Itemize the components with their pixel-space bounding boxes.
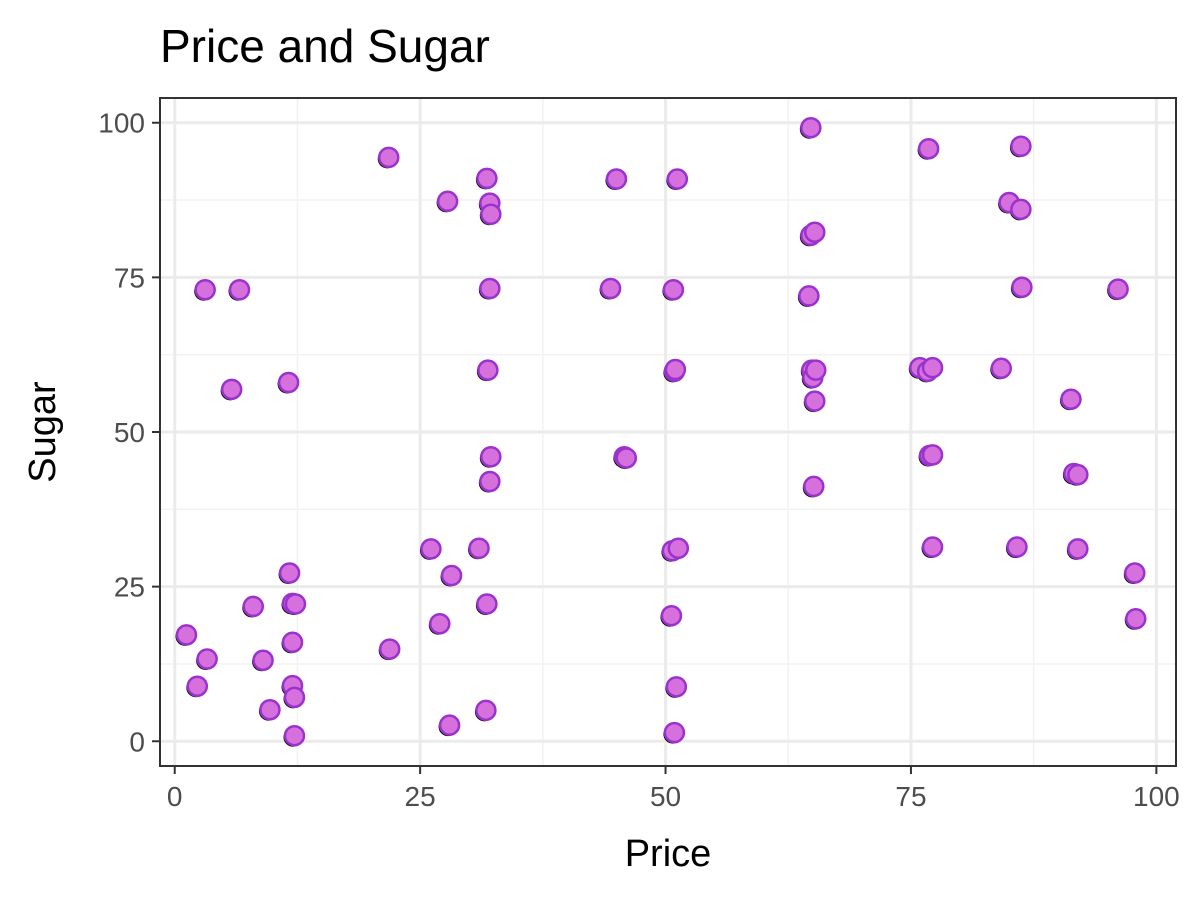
data-point bbox=[278, 562, 301, 584]
data-point bbox=[665, 676, 688, 698]
y-tick-label: 0 bbox=[129, 726, 145, 757]
data-point bbox=[804, 390, 826, 412]
data-point bbox=[436, 190, 459, 213]
data-point bbox=[990, 357, 1013, 380]
data-point bbox=[917, 137, 940, 160]
data-point bbox=[196, 648, 218, 670]
data-point bbox=[921, 536, 944, 558]
data-point bbox=[667, 537, 690, 560]
data-point bbox=[377, 146, 400, 169]
data-point bbox=[477, 359, 499, 381]
data-point bbox=[664, 358, 687, 381]
data-point bbox=[660, 604, 683, 627]
x-tick-label: 75 bbox=[895, 781, 926, 812]
data-point bbox=[476, 167, 498, 190]
data-point bbox=[1067, 538, 1089, 560]
data-point bbox=[194, 278, 216, 301]
x-axis-tick-labels: 0 25 50 75 100 bbox=[167, 781, 1180, 812]
data-point bbox=[804, 221, 826, 243]
data-point bbox=[468, 537, 490, 560]
data-point bbox=[1067, 463, 1089, 486]
y-axis-title: Sugar bbox=[22, 381, 64, 483]
data-point bbox=[242, 595, 265, 618]
data-point bbox=[475, 699, 497, 722]
data-point bbox=[1006, 536, 1028, 558]
data-point bbox=[662, 278, 685, 301]
data-point bbox=[479, 277, 501, 300]
axis-ticks bbox=[152, 121, 1158, 774]
data-point bbox=[599, 277, 622, 300]
data-point bbox=[479, 470, 501, 493]
data-point bbox=[1125, 608, 1147, 630]
data-point bbox=[440, 564, 463, 587]
data-point bbox=[277, 371, 300, 394]
x-tick-label: 100 bbox=[1133, 781, 1180, 812]
data-point bbox=[186, 675, 209, 697]
data-point bbox=[283, 724, 306, 747]
data-point bbox=[228, 278, 251, 301]
x-tick-label: 25 bbox=[405, 781, 436, 812]
data-point bbox=[281, 631, 304, 654]
data-point bbox=[803, 475, 825, 498]
data-point bbox=[284, 593, 307, 615]
data-point bbox=[1124, 562, 1146, 584]
data-point bbox=[378, 638, 401, 660]
data-point bbox=[429, 612, 451, 635]
data-point bbox=[921, 444, 944, 466]
data-point bbox=[1010, 198, 1032, 221]
y-tick-label: 75 bbox=[114, 262, 145, 293]
x-axis-title: Price bbox=[625, 833, 712, 875]
data-point bbox=[420, 538, 442, 560]
data-point bbox=[921, 356, 944, 379]
data-point bbox=[1010, 135, 1032, 157]
data-point bbox=[438, 714, 461, 736]
data-point bbox=[1011, 276, 1033, 299]
data-point bbox=[283, 686, 306, 709]
data-point bbox=[1060, 388, 1082, 410]
y-tick-label: 25 bbox=[114, 572, 145, 603]
data-point bbox=[804, 359, 827, 381]
y-tick-label: 100 bbox=[98, 108, 145, 139]
data-point bbox=[175, 624, 198, 646]
data-point bbox=[800, 116, 822, 139]
data-point bbox=[476, 593, 498, 615]
data-point bbox=[1107, 278, 1129, 300]
data-point bbox=[480, 203, 502, 226]
data-point bbox=[798, 285, 820, 307]
data-point bbox=[259, 698, 281, 721]
y-tick-label: 50 bbox=[114, 417, 145, 448]
data-point bbox=[252, 649, 274, 671]
chart-title: Price and Sugar bbox=[160, 20, 490, 72]
x-tick-label: 50 bbox=[650, 781, 681, 812]
data-point bbox=[605, 168, 628, 190]
y-axis-tick-labels: 0 25 50 75 100 bbox=[98, 108, 145, 758]
x-tick-label: 0 bbox=[167, 781, 183, 812]
data-point bbox=[663, 721, 686, 744]
data-point bbox=[666, 168, 689, 190]
data-point bbox=[220, 378, 243, 401]
data-points bbox=[175, 116, 1147, 747]
data-point bbox=[480, 445, 502, 468]
grid-lines bbox=[160, 98, 1176, 766]
data-point bbox=[615, 447, 638, 469]
